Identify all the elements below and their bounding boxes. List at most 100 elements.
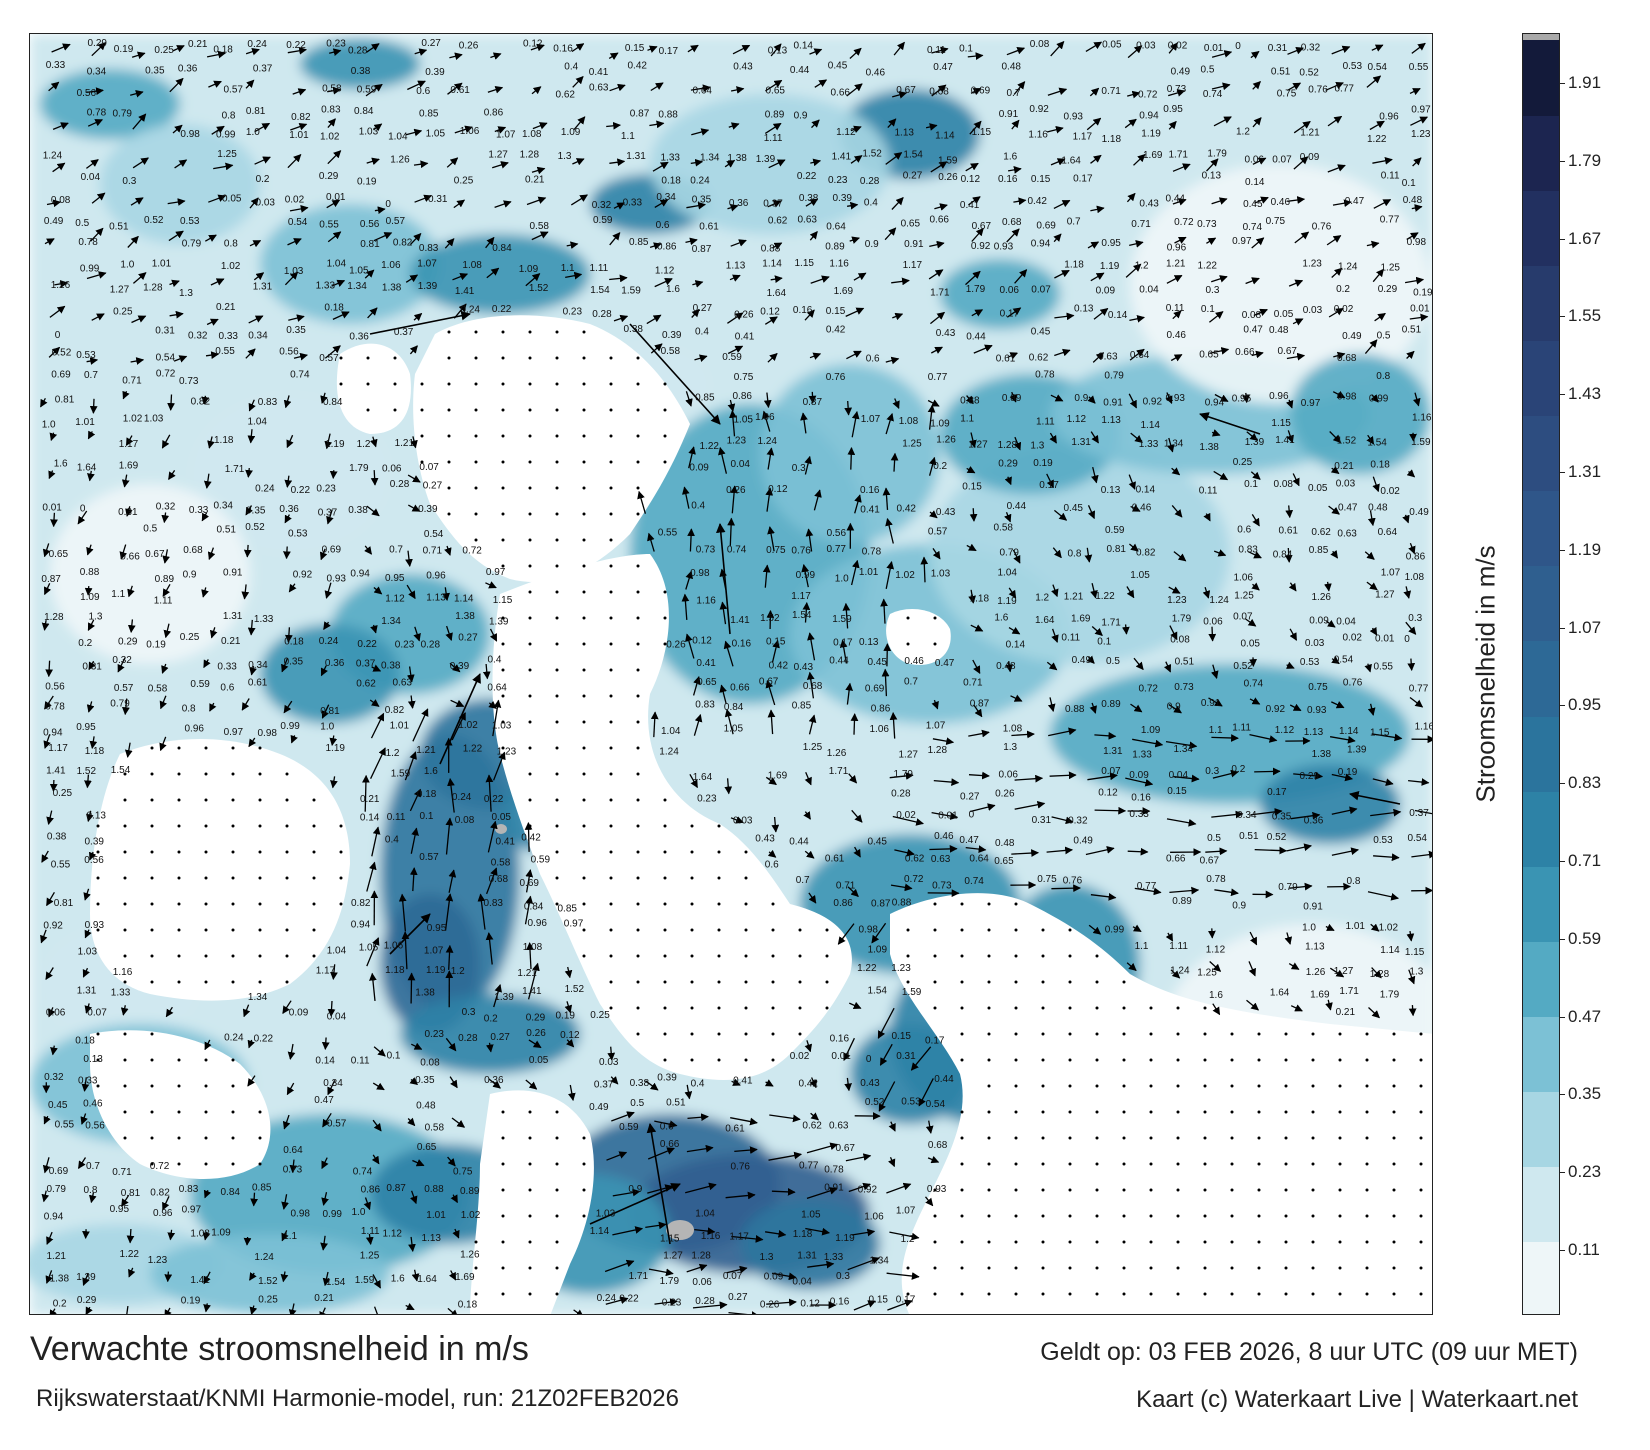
speed-label: 0.93 [927, 1184, 947, 1195]
speed-label: 1.26 [390, 154, 410, 165]
speed-label: 1.38 [1199, 442, 1219, 453]
speed-label: 0.22 [357, 639, 377, 650]
current-arrow [685, 570, 693, 590]
speed-label: 0.7 [904, 677, 918, 688]
grid-dot [1095, 980, 1099, 984]
speed-label: 0.26 [995, 788, 1015, 799]
speed-label: 0.97 [182, 1205, 202, 1216]
speed-label: 1.34 [347, 281, 367, 292]
current-arrow [319, 548, 328, 561]
current-arrow [324, 345, 341, 359]
grid-dot [744, 1058, 748, 1062]
current-arrow [42, 1157, 51, 1174]
speed-label: 0.23 [326, 38, 346, 49]
current-arrow [1199, 412, 1261, 435]
current-arrow [413, 626, 421, 642]
grid-dot [501, 460, 505, 464]
colorbar-band [1523, 115, 1559, 192]
grid-dot [609, 434, 613, 438]
current-arrow [729, 274, 741, 282]
speed-label: 0.13 [87, 810, 107, 821]
speed-label: 0.95 [385, 573, 405, 584]
grid-dot [1392, 1188, 1396, 1192]
current-arrow [326, 509, 334, 525]
speed-label: 0.06 [1245, 155, 1265, 166]
speed-label: 0.58 [491, 858, 511, 869]
speed-label: 0.23 [697, 794, 717, 805]
speed-label: 0.49 [1171, 67, 1191, 78]
current-arrow [409, 788, 421, 812]
grid-dot [609, 668, 613, 672]
grid-dot [555, 1214, 559, 1218]
colorbar-tick [1559, 938, 1565, 940]
current-arrow [1409, 88, 1421, 96]
grid-dot [636, 642, 640, 646]
current-arrow [968, 729, 990, 738]
speed-label: 0.88 [892, 898, 912, 909]
speed-patch [740, 1199, 880, 1289]
current-arrow [1209, 961, 1222, 972]
speed-label: 0.38 [47, 832, 67, 843]
grid-dot [231, 1162, 235, 1166]
speed-label: 1.13 [1304, 727, 1324, 738]
speed-label: 0.71 [423, 546, 443, 557]
current-arrow [692, 280, 704, 288]
grid-dot [1014, 1266, 1018, 1270]
speed-label: 0.88 [960, 396, 980, 407]
grid-dot [501, 356, 505, 360]
speed-label: 0.43 [755, 834, 775, 845]
grid-dot [528, 1266, 532, 1270]
grid-dot [528, 1292, 532, 1296]
current-arrow [1249, 697, 1261, 705]
current-arrow [884, 227, 897, 241]
speed-label: 0.84 [524, 902, 544, 913]
current-arrow [1165, 932, 1174, 942]
speed-label: 0.77 [1409, 683, 1429, 694]
current-arrow [1289, 882, 1313, 891]
grid-dot [1014, 1162, 1018, 1166]
current-arrow [407, 504, 421, 512]
speed-label: 0.89 [1172, 896, 1192, 907]
speed-patch [100, 124, 260, 244]
speed-label: 0.06 [999, 770, 1019, 781]
grid-dot [258, 746, 262, 750]
speed-label: 1.22 [1095, 591, 1115, 602]
speed-label: 1.13 [895, 127, 915, 138]
current-arrow [48, 1007, 56, 1018]
current-arrow [526, 196, 547, 206]
speed-label: 1.59 [391, 769, 411, 780]
current-arrow [611, 1111, 635, 1122]
current-arrow [1364, 663, 1372, 673]
grid-dot [393, 408, 397, 412]
grid-dot [960, 1058, 964, 1062]
colorbar-band [1523, 190, 1559, 267]
speed-label: 1.12 [1067, 414, 1087, 425]
grid-dot [1122, 1110, 1126, 1114]
grid-dot [717, 850, 721, 854]
speed-label: 0.24 [690, 176, 710, 187]
grid-dot [1419, 1292, 1423, 1296]
current-arrow [527, 962, 540, 1000]
speed-label: 0.65 [417, 1142, 437, 1153]
grid-dot [231, 902, 235, 906]
grid-dot [1230, 1032, 1234, 1036]
current-arrow [814, 79, 828, 88]
grid-dot [960, 902, 964, 906]
speed-label: 0.65 [49, 549, 69, 560]
speed-label: 1.19 [997, 596, 1017, 607]
speed-label: 1.71 [829, 766, 849, 777]
grid-dot [474, 356, 478, 360]
speed-label: 0.03 [256, 198, 276, 209]
grid-dot [636, 824, 640, 828]
current-arrow [201, 395, 210, 405]
grid-dot [1203, 1084, 1207, 1088]
current-arrow [871, 922, 887, 944]
speed-label: 0.16 [553, 43, 573, 54]
speed-label: 1.31 [1071, 437, 1091, 448]
speed-label: 0.86 [484, 108, 504, 119]
current-arrow [1087, 772, 1118, 781]
current-arrow [1165, 392, 1173, 405]
speed-label: 1.31 [223, 611, 243, 622]
current-arrow [373, 586, 383, 595]
grid-dot [285, 772, 289, 776]
